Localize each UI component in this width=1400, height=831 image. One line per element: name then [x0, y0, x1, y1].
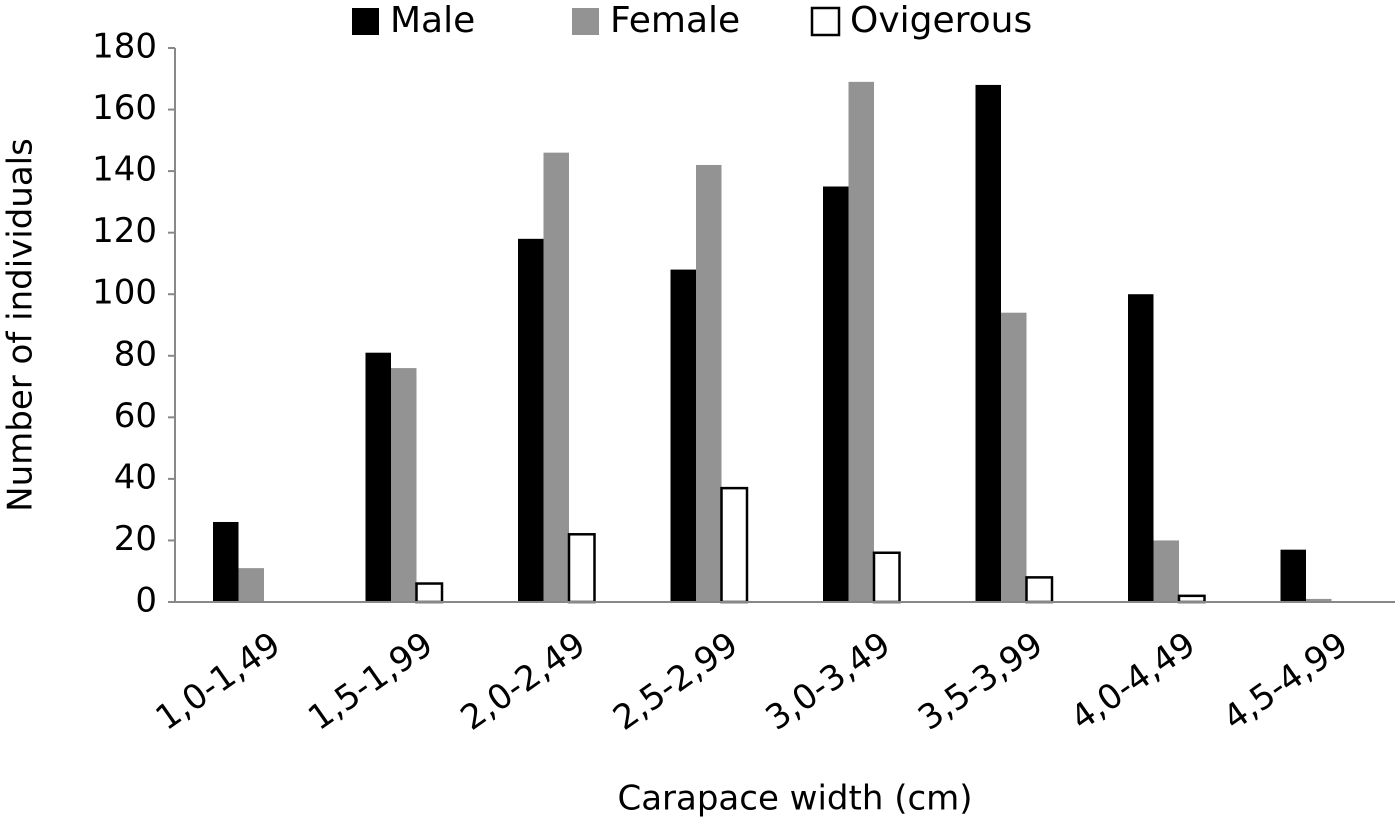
- legend-label: Male: [390, 0, 475, 41]
- x-tick-label: 4,5-4,99: [1216, 624, 1355, 738]
- y-axis-label: Number of individuals: [1, 138, 41, 512]
- bar: [848, 81, 874, 603]
- bar: [1001, 312, 1027, 602]
- bar: [670, 269, 696, 602]
- bar: [415, 582, 444, 604]
- bar: [1153, 540, 1179, 602]
- bar: [391, 368, 417, 602]
- bar: [1128, 294, 1154, 602]
- legend-swatch: [572, 8, 599, 35]
- bar: [696, 164, 722, 602]
- legend-label: Female: [610, 0, 740, 41]
- bar: [1280, 549, 1306, 602]
- bar: [213, 521, 239, 602]
- y-tick-label: 60: [114, 396, 157, 436]
- bar: [823, 186, 849, 602]
- y-tick-label: 140: [92, 150, 157, 190]
- x-tick-label: 2,0-2,49: [454, 624, 593, 738]
- bar: [1025, 576, 1054, 604]
- x-tick-label: 2,5-2,99: [606, 624, 745, 738]
- legend-label: Ovigerous: [850, 0, 1032, 41]
- bar: [975, 84, 1001, 602]
- bar: [720, 486, 749, 604]
- x-tick-label: 3,5-3,99: [911, 624, 1050, 738]
- bar: [543, 152, 569, 602]
- x-tick-label: 4,0-4,49: [1064, 624, 1203, 738]
- y-tick-label: 20: [114, 519, 157, 559]
- y-tick-label: 100: [92, 273, 157, 313]
- y-tick-label: 180: [92, 27, 157, 67]
- x-tick-label: 1,5-1,99: [301, 624, 440, 738]
- bar: [567, 533, 596, 604]
- legend-swatch: [352, 8, 379, 35]
- bar: [365, 352, 391, 602]
- bar: [518, 238, 544, 603]
- bar: [872, 551, 901, 604]
- bar: [238, 568, 264, 602]
- legend-swatch: [810, 6, 841, 37]
- x-tick-label: 3,0-3,49: [759, 624, 898, 738]
- y-tick-label: 80: [114, 334, 157, 374]
- y-tick-label: 40: [114, 457, 157, 497]
- y-tick-label: 120: [92, 211, 157, 251]
- y-tick-label: 160: [92, 88, 157, 128]
- x-tick-label: 1,0-1,49: [149, 624, 288, 738]
- x-axis-label: Carapace width (cm): [617, 779, 972, 819]
- bar: [1306, 598, 1332, 602]
- y-tick-label: 0: [135, 581, 157, 621]
